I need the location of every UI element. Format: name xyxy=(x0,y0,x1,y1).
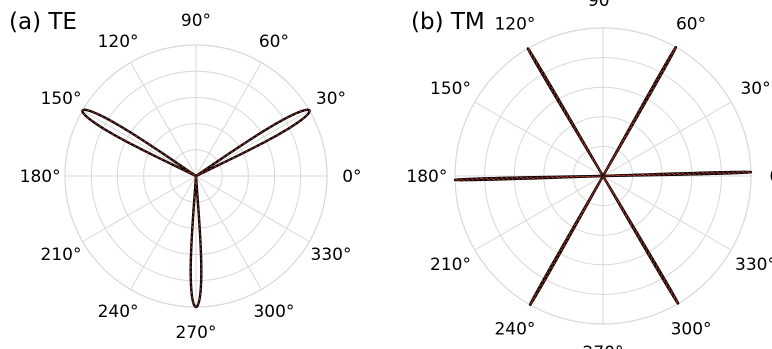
grid-spoke xyxy=(82,175,197,242)
angle-tick-label: 300° xyxy=(671,320,712,340)
angle-tick-label: 210° xyxy=(41,245,82,265)
grid-spoke xyxy=(195,175,262,290)
lobe-fit xyxy=(602,171,752,177)
angle-tick-label: 150° xyxy=(41,89,82,109)
polar-curves xyxy=(81,108,311,309)
angle-tick-label: 0° xyxy=(342,167,361,187)
angle-tick-label: 240° xyxy=(494,320,535,340)
angle-tick-label: 120° xyxy=(494,14,535,34)
grid-spoke xyxy=(602,101,732,177)
grid-spoke xyxy=(130,175,197,290)
lobe-fit xyxy=(454,175,604,181)
panel-title: (a) TE xyxy=(9,9,77,35)
lobe-fit xyxy=(82,109,197,177)
lobe-fit xyxy=(529,175,604,306)
angle-tick-label: 330° xyxy=(735,255,772,275)
angle-tick-label: 330° xyxy=(311,245,352,265)
angle-tick-label: 30° xyxy=(316,89,346,109)
angle-tick-label: 270° xyxy=(176,323,217,343)
angle-tick-label: 30° xyxy=(740,79,770,99)
angle-labels: 0° 30° 60° 90° 120° 150° 180° 210° 240° 270° 300° 3… xyxy=(406,0,772,349)
grid-spoke xyxy=(195,62,262,177)
polar-curves xyxy=(453,45,753,307)
angle-tick-label: 240° xyxy=(98,302,139,322)
angle-tick-label: 90° xyxy=(181,11,211,31)
panel-title: (b) TM xyxy=(411,9,485,35)
angle-tick-label: 0° xyxy=(769,167,772,187)
angle-tick-label: 90° xyxy=(588,0,618,11)
angle-tick-label: 150° xyxy=(430,79,471,99)
grid-spoke xyxy=(474,175,604,251)
lobe-fit xyxy=(195,109,310,177)
lobe-fit xyxy=(190,175,202,308)
grid-spoke xyxy=(130,62,197,177)
angle-labels: 0° 30° 60° 90° 120° 150° 180° 210° 240° 270° 300° 3… xyxy=(20,11,362,343)
grid-spoke xyxy=(82,110,197,177)
angle-tick-label: 60° xyxy=(259,32,289,52)
angle-tick-label: 210° xyxy=(430,255,471,275)
lobe-fit xyxy=(527,48,604,177)
angle-tick-label: 300° xyxy=(253,302,294,322)
grid-spoke xyxy=(195,175,310,242)
polar-grid xyxy=(64,44,328,308)
grid-spoke xyxy=(474,101,604,177)
angle-tick-label: 60° xyxy=(676,14,706,34)
grid-spoke xyxy=(602,175,732,251)
lobe-fit xyxy=(602,46,677,177)
lobe-fit xyxy=(602,175,679,304)
grid-spoke xyxy=(195,110,310,177)
angle-tick-label: 120° xyxy=(98,32,139,52)
angle-tick-label: 180° xyxy=(406,167,447,187)
angle-tick-label: 180° xyxy=(20,167,61,187)
panel-te: 0° 30° 60° 90° 120° 150° 180° 210° 240° 270° 300° 3… xyxy=(9,9,362,343)
panel-tm: 0° 30° 60° 90° 120° 150° 180° 210° 240° 270° 300° 3… xyxy=(406,0,772,349)
angle-tick-label: 270° xyxy=(583,343,624,349)
